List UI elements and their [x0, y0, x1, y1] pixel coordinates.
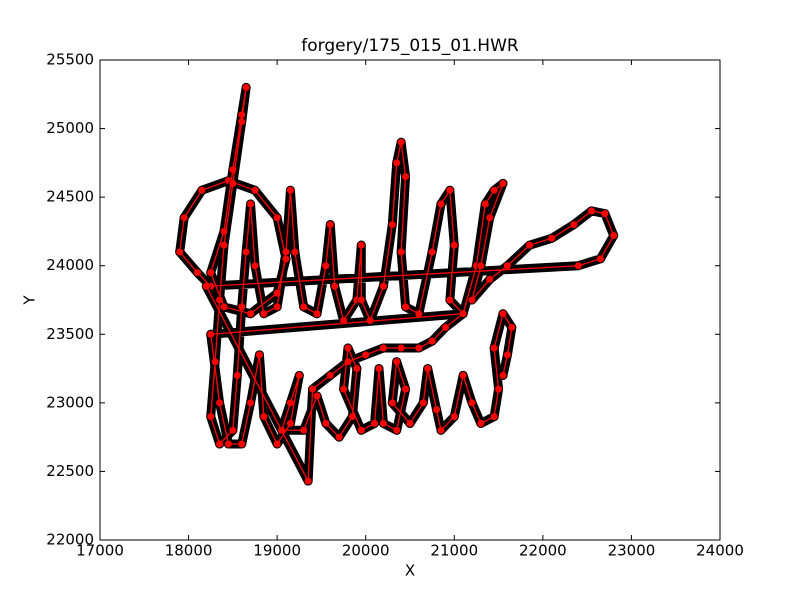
x-tick-label: 23000	[608, 542, 656, 560]
y-tick-label: 23000	[46, 393, 94, 411]
y-tick-label: 24500	[46, 188, 94, 206]
x-tick-label: 22000	[519, 542, 567, 560]
x-tick-label: 19000	[253, 542, 301, 560]
x-tick-label: 21000	[430, 542, 478, 560]
plot-frame	[99, 59, 721, 541]
y-axis-label: Y	[21, 295, 39, 306]
y-tick-label: 24000	[46, 256, 94, 274]
y-tick-label: 23500	[46, 325, 94, 343]
x-axis-label: X	[405, 562, 415, 580]
chart-title: forgery/175_015_01.HWR	[301, 36, 519, 56]
x-tick-label: 20000	[342, 542, 390, 560]
y-tick-label: 22500	[46, 462, 94, 480]
x-tick-label: 17000	[76, 542, 124, 560]
y-tick-label: 25000	[46, 119, 94, 137]
x-tick-label: 24000	[696, 542, 744, 560]
x-tick-label: 18000	[165, 542, 213, 560]
trace-line	[179, 87, 615, 484]
y-tick-label: 22000	[46, 531, 94, 549]
y-tick-label: 25500	[46, 51, 94, 69]
